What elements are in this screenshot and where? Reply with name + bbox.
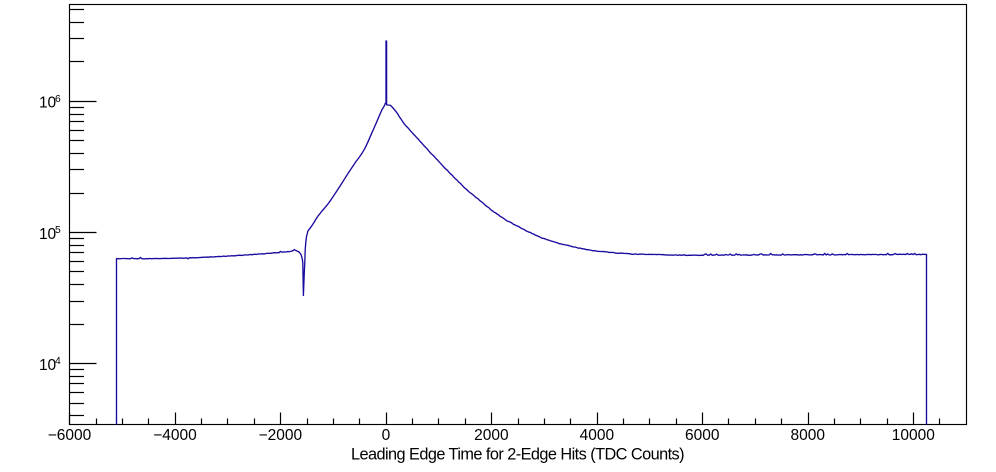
- svg-text:6: 6: [55, 94, 61, 105]
- svg-text:−4000: −4000: [153, 427, 197, 444]
- svg-text:2000: 2000: [474, 427, 509, 444]
- svg-text:10000: 10000: [892, 427, 935, 444]
- svg-text:−6000: −6000: [48, 427, 92, 444]
- svg-text:4: 4: [55, 356, 61, 367]
- svg-text:10: 10: [39, 357, 57, 374]
- svg-text:5: 5: [55, 225, 61, 236]
- svg-text:−2000: −2000: [259, 427, 303, 444]
- svg-text:Leading Edge Time for 2-Edge H: Leading Edge Time for 2-Edge Hits (TDC C…: [351, 445, 684, 463]
- svg-text:0: 0: [382, 427, 391, 444]
- svg-text:10: 10: [39, 226, 57, 243]
- svg-text:10: 10: [39, 95, 57, 112]
- svg-text:4000: 4000: [580, 427, 615, 444]
- svg-text:6000: 6000: [685, 427, 720, 444]
- svg-text:8000: 8000: [791, 427, 826, 444]
